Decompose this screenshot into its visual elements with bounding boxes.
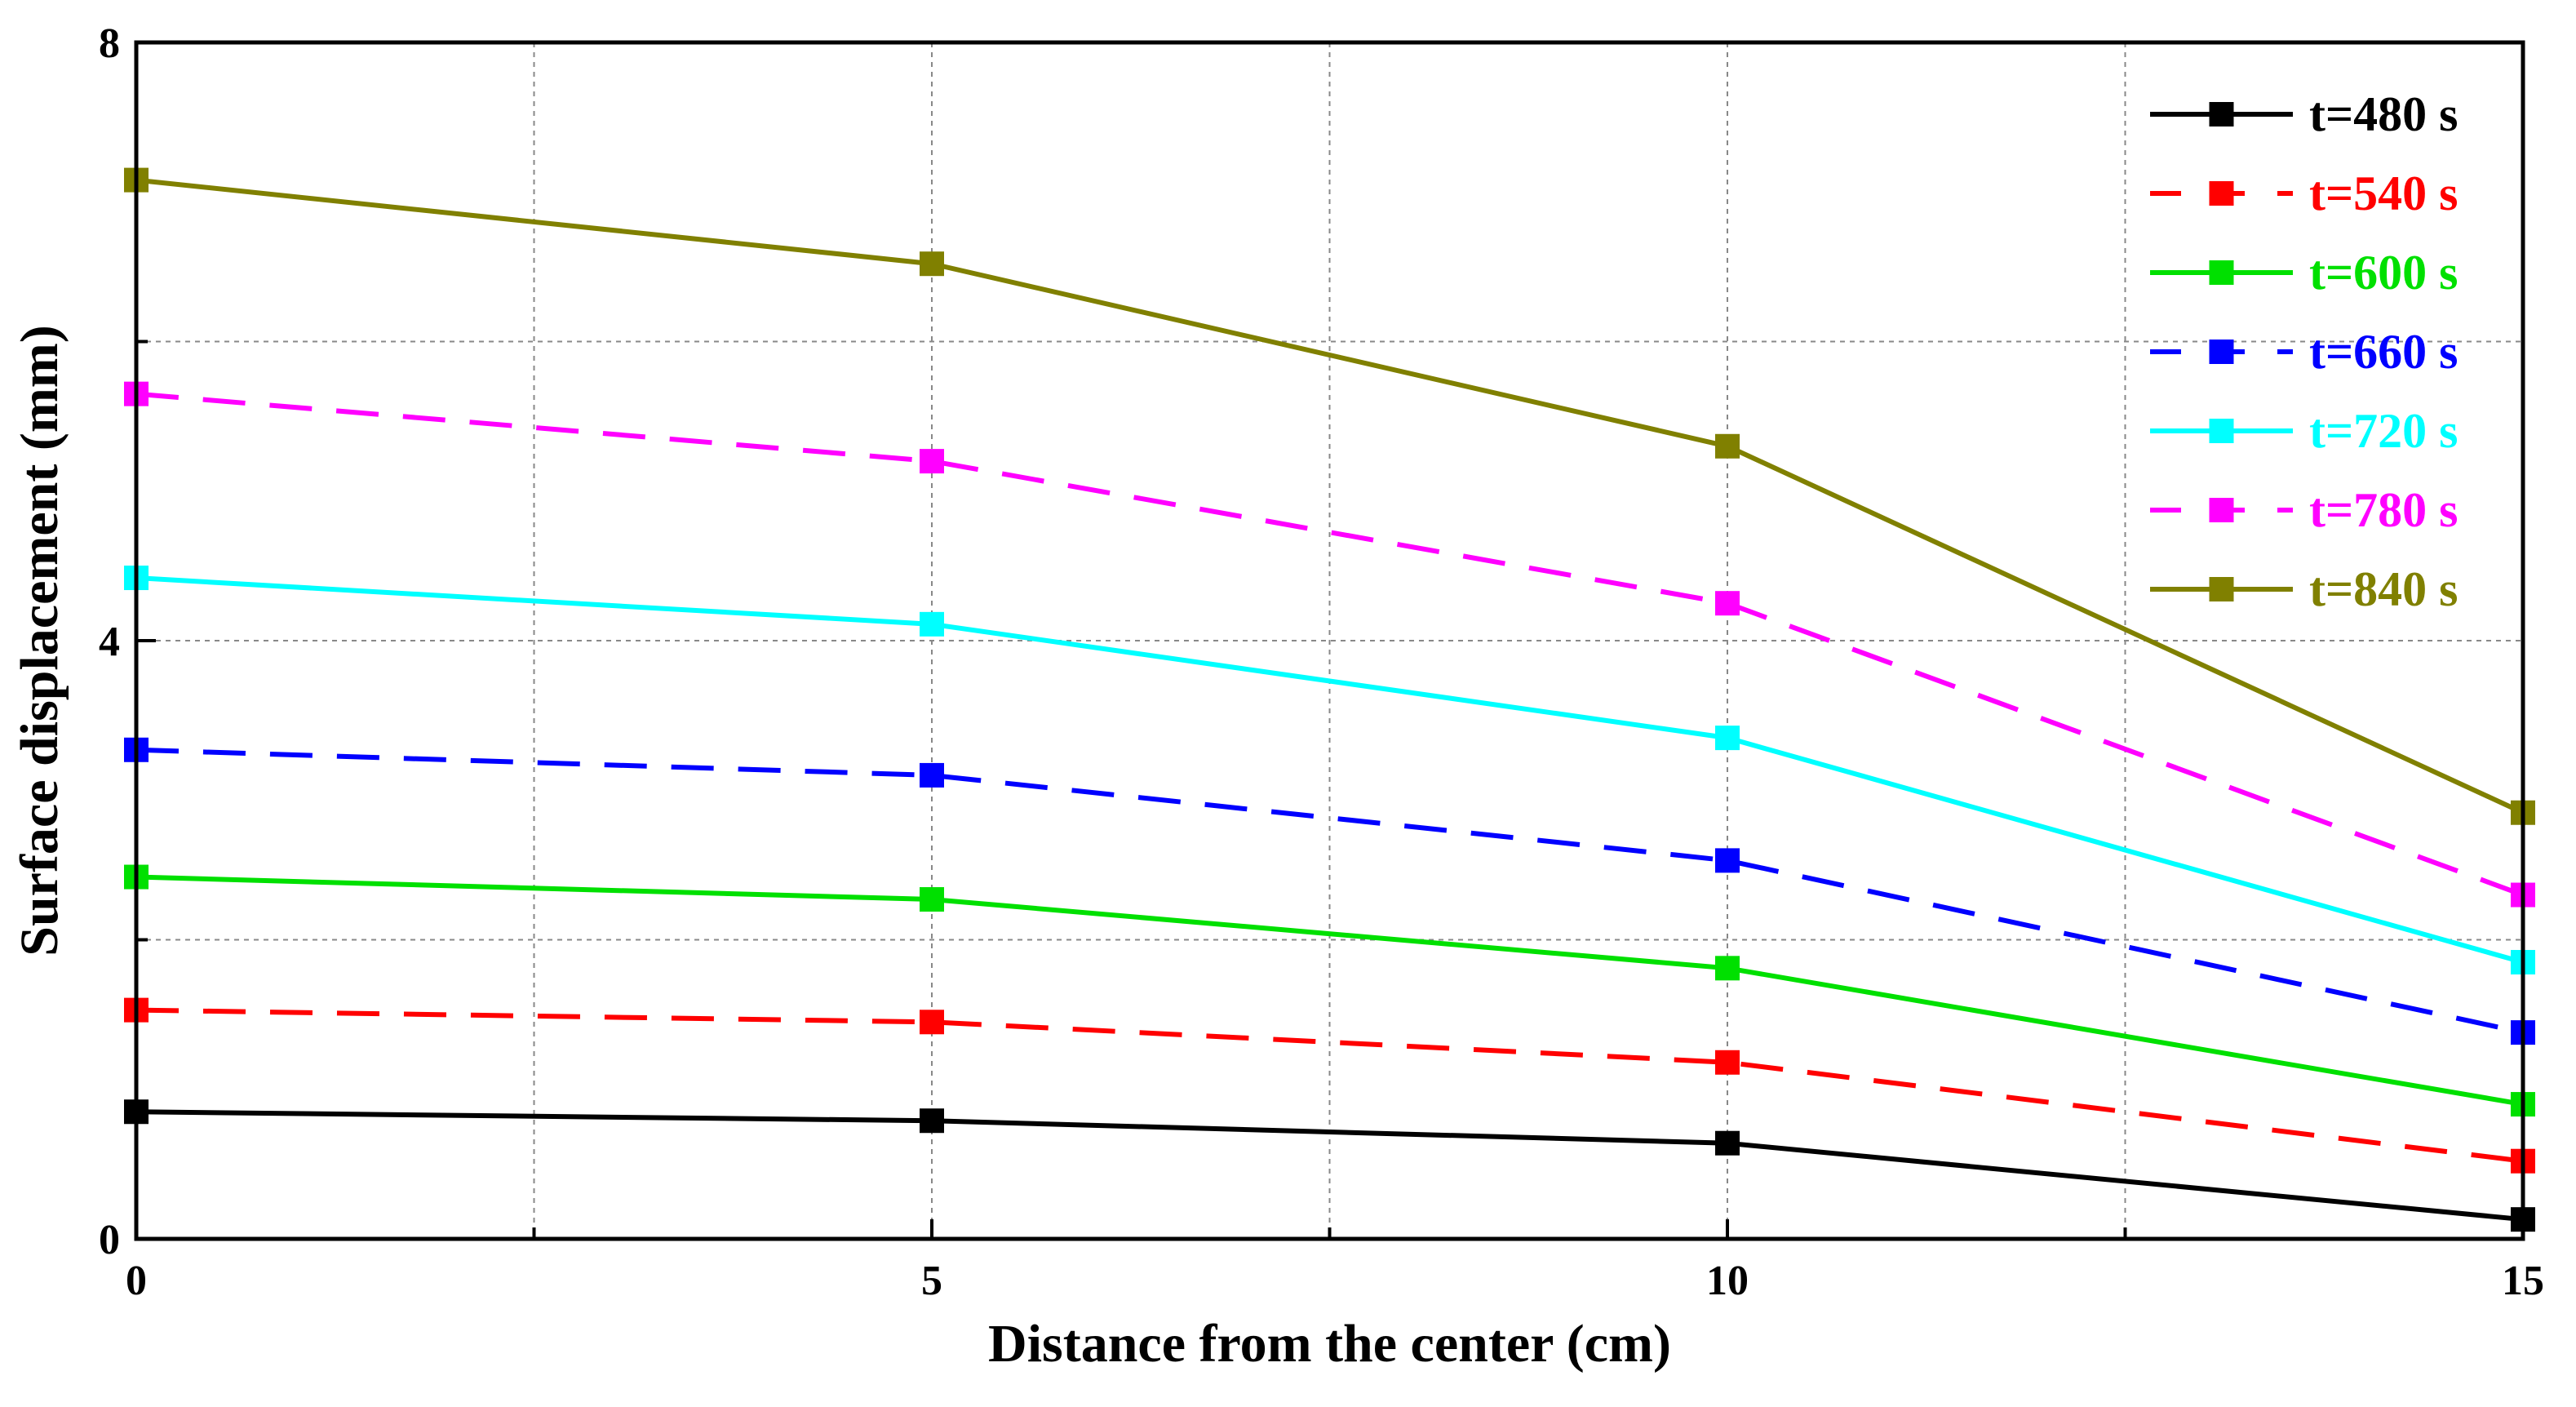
data-point-marker	[1715, 848, 1740, 873]
legend-label: t=480 s	[2309, 87, 2459, 141]
legend-marker	[2209, 419, 2234, 443]
legend-label: t=780 s	[2309, 483, 2459, 537]
y-tick-label: 0	[99, 1217, 120, 1263]
data-point-marker	[1715, 1050, 1740, 1075]
data-point-marker	[1715, 956, 1740, 981]
data-point-marker	[920, 449, 944, 474]
data-point-marker	[1715, 433, 1740, 459]
data-point-marker	[920, 887, 944, 912]
legend: t=480 s t=540 s t=600 s t=660 s t=720 s t=780…	[2150, 87, 2459, 616]
series-line	[135, 177, 2525, 815]
legend-marker	[2209, 102, 2234, 126]
x-tick-label: 10	[1706, 1258, 1749, 1304]
legend-label: t=600 s	[2309, 246, 2459, 300]
data-point-marker	[1715, 591, 1740, 616]
plot-series	[124, 167, 2535, 1232]
x-tick-label: 0	[126, 1258, 147, 1304]
x-axis-title: Distance from the center (cm)	[988, 1314, 1671, 1374]
x-tick-label: 5	[921, 1258, 942, 1304]
y-axis-title: Surface displacement (mm)	[10, 325, 69, 956]
legend-marker	[2209, 340, 2234, 364]
series-line	[135, 747, 2524, 1036]
series-line	[135, 391, 2525, 898]
y-tick-label: 8	[99, 20, 120, 67]
data-point-marker	[920, 1108, 944, 1134]
legend-marker	[2209, 260, 2234, 285]
grid-lines	[136, 42, 2523, 1239]
legend-label: t=540 s	[2309, 166, 2459, 220]
legend-marker	[2209, 498, 2234, 522]
legend-label: t=720 s	[2309, 404, 2459, 458]
series-line	[135, 575, 2524, 965]
data-point-marker	[1715, 1130, 1740, 1156]
y-tick-label: 4	[99, 619, 120, 665]
data-point-marker	[920, 251, 944, 277]
data-point-marker	[920, 611, 944, 637]
data-point-marker	[1715, 726, 1740, 751]
data-point-marker	[920, 1010, 944, 1035]
legend-label: t=840 s	[2309, 562, 2459, 616]
x-tick-label: 15	[2502, 1258, 2544, 1304]
axis-ticks: 0 5 10 15 0 4 8	[99, 20, 2544, 1304]
series-line	[135, 1109, 2524, 1223]
legend-marker	[2209, 577, 2234, 601]
data-point-marker	[920, 762, 944, 788]
legend-marker	[2209, 181, 2234, 206]
legend-label: t=660 s	[2309, 325, 2459, 379]
series-line	[135, 874, 2524, 1107]
